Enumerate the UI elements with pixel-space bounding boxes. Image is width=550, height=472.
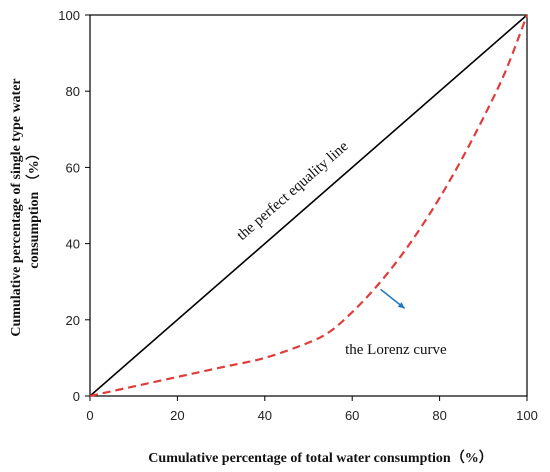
y-tick-label: 40 — [66, 237, 80, 252]
x-axis-label: Cumulative percentage of total water con… — [148, 450, 492, 466]
x-tick-label: 60 — [345, 408, 359, 423]
y-tick-label: 0 — [73, 389, 80, 404]
axis-ticks: 0 20 40 60 80 100 0 20 40 60 80 100 — [58, 8, 538, 423]
x-tick-label: 100 — [516, 408, 538, 423]
x-tick-label: 80 — [432, 408, 446, 423]
y-tick-label: 60 — [66, 160, 80, 175]
chart-series — [89, 14, 529, 398]
y-tick-label: 20 — [66, 313, 80, 328]
y-axis-label-line2: consumption （%） — [26, 146, 42, 269]
x-tick-label: 0 — [86, 408, 93, 423]
lorenz-curve-line — [89, 14, 529, 398]
plot-frame — [89, 14, 528, 397]
annotation-arrow-head — [397, 302, 405, 309]
x-tick-label: 40 — [258, 408, 272, 423]
x-tick-label: 20 — [170, 408, 184, 423]
lorenz-curve-annotation: the Lorenz curve — [345, 342, 447, 358]
chart-annotations: the perfect equality line the Lorenz curv… — [234, 138, 447, 358]
y-axis-label-line1: Cumulative percentage of single type wat… — [9, 78, 24, 336]
equality-line-annotation: the perfect equality line — [234, 138, 352, 244]
equality-line — [89, 14, 528, 397]
y-tick-label: 80 — [66, 84, 80, 99]
plot-axes — [89, 14, 528, 397]
y-tick-label: 100 — [58, 8, 80, 23]
